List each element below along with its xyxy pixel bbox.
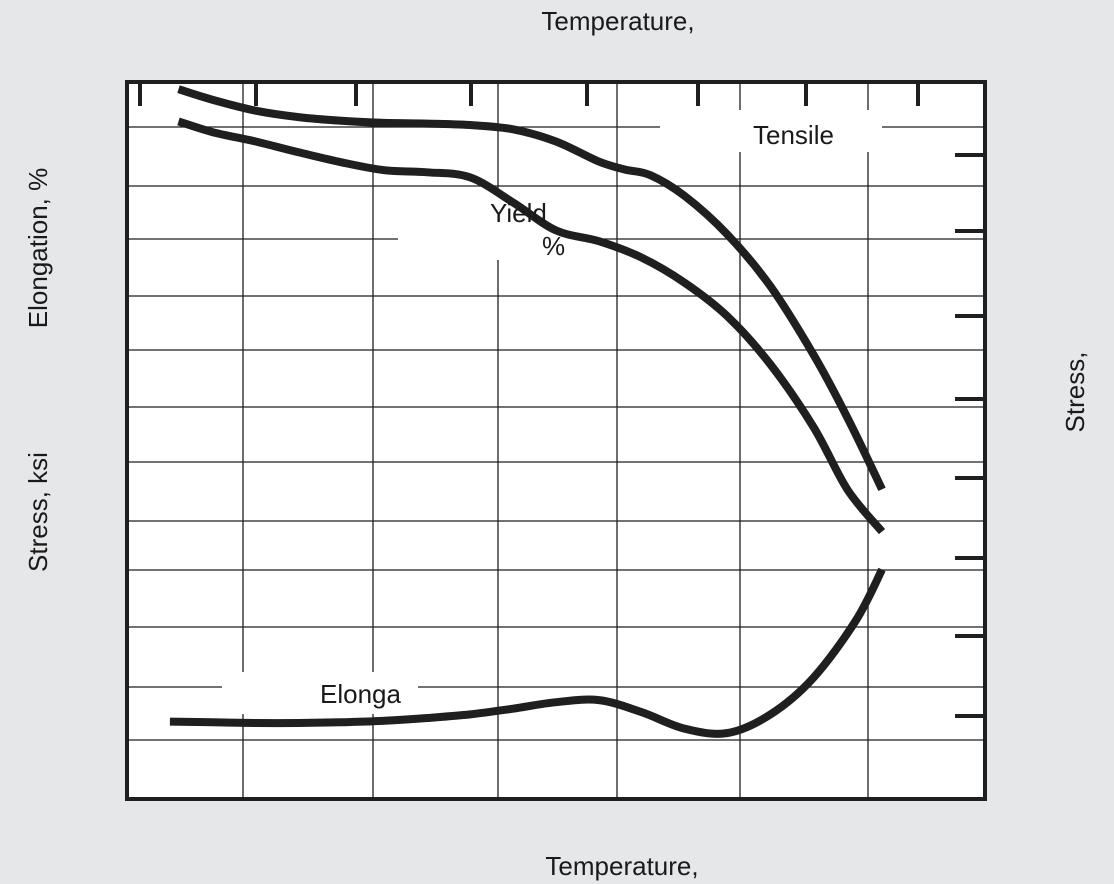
- bottom-axis-title: Temperature,: [545, 851, 698, 881]
- tick-marks: [138, 82, 985, 718]
- yield-label-bg: [398, 188, 598, 260]
- top-axis-title: Temperature,: [541, 6, 694, 36]
- left-axis-title-elongation: Elongation, %: [23, 168, 53, 328]
- curve-elongation: [169, 567, 886, 738]
- left-axis-title-stress: Stress, ksi: [23, 452, 53, 572]
- tensile-label-bg: [660, 110, 882, 152]
- label-tensile: Tensile: [753, 120, 834, 150]
- label-percent: %: [542, 231, 565, 261]
- curve-yield: [177, 117, 886, 535]
- label-elongation: Elonga: [320, 679, 401, 709]
- data-curves: [169, 85, 886, 738]
- elongation-label-bg: [222, 672, 418, 714]
- label-yield: Yield: [490, 198, 547, 228]
- label-backgrounds: [222, 110, 882, 714]
- right-axis-title-stress: Stress,: [1060, 352, 1090, 433]
- curve-tensile: [177, 85, 886, 492]
